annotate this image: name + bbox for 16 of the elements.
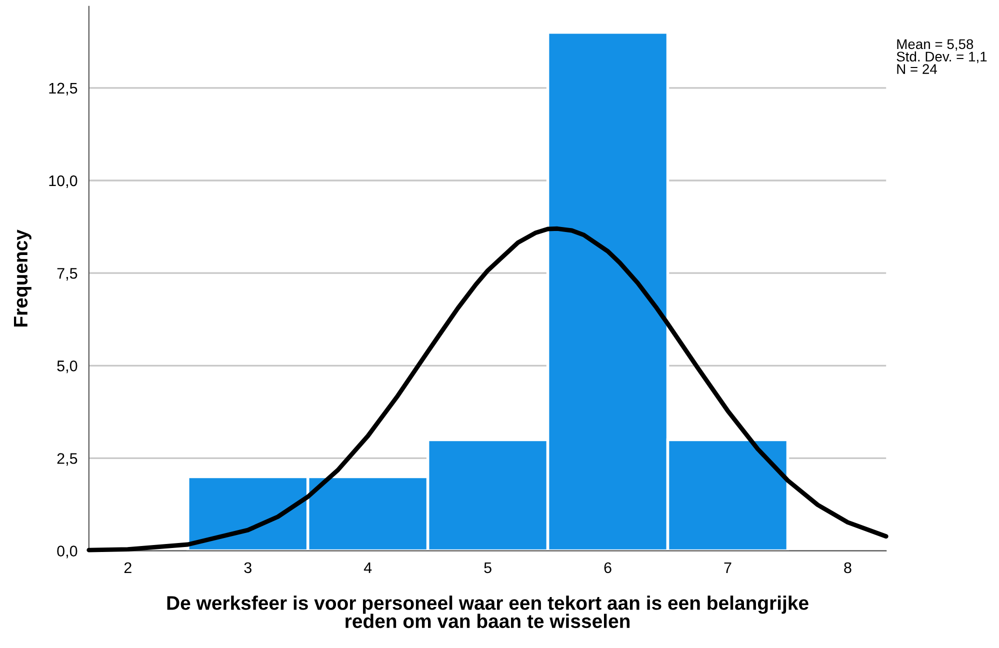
y-tick-label: 0,0 <box>57 546 78 558</box>
x-tick-label: 8 <box>844 562 852 574</box>
y-tick-label: 5,0 <box>57 360 78 374</box>
text: Mean = 5,58 Std. Dev. = 1,1 N = 24 <box>896 39 987 74</box>
x-tick-label: 6 <box>604 562 612 574</box>
y-tick-label: 12,5 <box>49 82 78 96</box>
x-axis-title: De werksfeer is voor personeel waar een tekort aan is een belangrijke reden om van baan te wisselen <box>167 596 808 628</box>
y-tick-label: 10,0 <box>49 175 78 188</box>
y-tick-label: 7,5 <box>57 268 78 281</box>
x-tick-label: 4 <box>364 562 372 573</box>
x-tick-label: 2 <box>124 562 132 573</box>
y-axis-title: Frequency <box>14 230 32 326</box>
x-tick-label: 7 <box>724 562 732 573</box>
x-tick-label: 3 <box>244 562 252 574</box>
y-tick-label: 2,5 <box>57 453 78 466</box>
x-tick-label: 5 <box>484 562 492 574</box>
